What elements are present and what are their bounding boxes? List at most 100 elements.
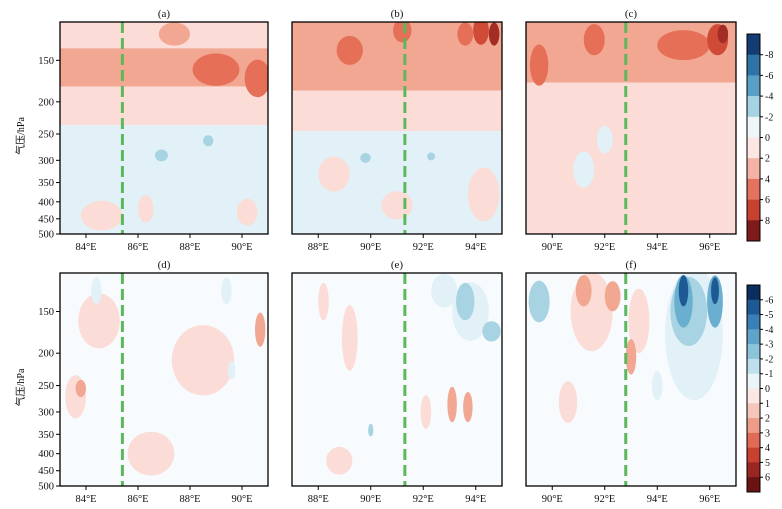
panel-a: (a) 84°E 86°E 88°E 90°E 150 200 250 300 350 400 450…: [14, 8, 269, 253]
contour-cell: [717, 24, 729, 44]
panel-title: (c): [625, 8, 638, 20]
colorbar-label: -1: [765, 369, 773, 380]
colorbar-segment: [747, 158, 760, 180]
contour-cell: [456, 282, 475, 321]
contour-cell: [583, 24, 605, 56]
contour-cell: [528, 280, 550, 323]
contour-field-b: [292, 22, 502, 234]
contour-cell: [158, 22, 190, 46]
x-tick-label: 90°E: [542, 242, 563, 253]
contour-cell: [488, 22, 500, 46]
contour-cell: [255, 312, 266, 347]
contour-cell: [678, 275, 689, 307]
colorbar-segment: [747, 462, 760, 478]
colorbar-segment: [747, 199, 760, 221]
x-tick-label: 94°E: [647, 494, 668, 505]
colorbar-segment: [747, 418, 760, 434]
colorbar-label: -3: [765, 340, 773, 351]
colorbar-label: 6: [765, 473, 770, 484]
y-tick-label: 150: [38, 56, 54, 67]
y-tick-label: 350: [38, 178, 54, 189]
y-tick-label: 500: [38, 482, 54, 493]
panel-title: (a): [158, 8, 171, 20]
colorbar-segment: [747, 477, 760, 493]
contour-cell: [573, 151, 595, 188]
colorbar-segment: [747, 373, 760, 389]
colorbar-label: 3: [765, 428, 770, 439]
panel-title: (f): [626, 259, 637, 271]
x-tick-label: 90°E: [360, 242, 381, 253]
colorbar-segment: [747, 344, 760, 360]
colorbar-segment: [747, 178, 760, 200]
y-tick-label: 450: [38, 214, 54, 225]
y-tick-label: 400: [38, 197, 54, 208]
colorbar-segment: [747, 314, 760, 330]
panel-f: (f) 90°E 92°E 94°E 96°E: [525, 259, 737, 505]
colorbar-segment: [747, 220, 760, 242]
contour-cell: [473, 22, 489, 45]
colorbar-segment: [747, 54, 760, 76]
colorbar-label: -5: [765, 310, 773, 321]
plot-frame: [59, 21, 269, 235]
y-tick-label: 250: [38, 381, 54, 392]
colorbar-segment: [747, 403, 760, 419]
colorbar-label: -2: [765, 354, 773, 365]
panel-title: (b): [391, 8, 404, 20]
contour-cell: [431, 273, 458, 308]
colorbar-label: -4: [765, 92, 773, 103]
contour-cell: [80, 200, 123, 231]
contour-cell: [341, 305, 358, 371]
contour-cell: [244, 59, 268, 98]
colorbar-segment: [747, 432, 760, 448]
colorbar-segment: [747, 75, 760, 97]
y-axis-label: 气压/hPa: [14, 368, 27, 406]
y-tick-label: 300: [38, 156, 54, 167]
contour-cell: [447, 386, 457, 423]
colorbar-c: -8 -6 -4 -2 0 2 4 6 8: [746, 33, 773, 242]
contour-cell: [326, 446, 353, 475]
colorbar-label: 0: [765, 384, 770, 395]
x-tick-label: 96°E: [699, 242, 720, 253]
x-tick-label: 88°E: [179, 494, 200, 505]
y-tick-label: 250: [38, 130, 54, 141]
x-tick-label: 88°E: [308, 242, 329, 253]
contour-cell: [318, 282, 329, 321]
colorbar-segment: [747, 388, 760, 404]
contour-band: [292, 90, 502, 132]
x-tick-label: 86°E: [127, 242, 148, 253]
colorbar-segment: [747, 137, 760, 159]
contour-cell: [154, 149, 168, 162]
contour-cell: [236, 198, 258, 226]
colorbar-segment: [747, 447, 760, 463]
x-tick-label: 96°E: [699, 494, 720, 505]
contour-cell: [336, 35, 363, 65]
contour-field-a: [60, 22, 268, 234]
colorbar-label: 4: [765, 174, 770, 185]
contour-band: [60, 86, 268, 126]
colorbar-label: 2: [765, 154, 770, 165]
y-tick-label: 500: [38, 230, 54, 241]
panel-e: (e) 88°E 90°E 92°E 94°E: [291, 259, 503, 505]
y-axis-label: 气压/hPa: [14, 117, 27, 155]
colorbar-f: -6 -5 -4 -3 -2 -1 0 1 2 3 4 5 6: [746, 284, 773, 493]
contour-cell: [529, 44, 549, 86]
contour-field-e: [292, 273, 502, 486]
contour-cell: [360, 152, 371, 163]
colorbar-segment: [747, 96, 760, 118]
contour-cell: [192, 53, 240, 86]
colorbar-label: -2: [765, 112, 773, 123]
x-tick-label: 90°E: [231, 494, 252, 505]
contour-cell: [127, 431, 175, 476]
panel-b: (b) 88°E 90°E 92°E 94°E: [291, 8, 503, 253]
plot-frame: [525, 21, 737, 235]
colorbar-label: 5: [765, 458, 770, 469]
x-tick-label: 90°E: [360, 494, 381, 505]
panel-title: (e): [391, 259, 404, 271]
contour-cell: [75, 379, 87, 397]
contour-field-f: [526, 273, 736, 486]
contour-field-c: [526, 22, 736, 234]
contour-cell: [558, 381, 578, 423]
colorbar-label: 2: [765, 414, 770, 425]
colorbar-segment: [747, 116, 760, 138]
contour-cell: [78, 293, 120, 349]
